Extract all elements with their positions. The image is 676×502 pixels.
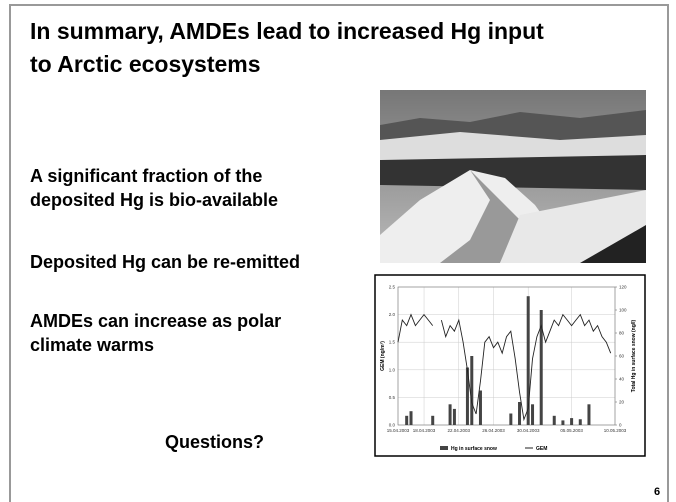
x-tick-label: 18.04.2003: [413, 428, 436, 433]
y-tick-label: 1.5: [389, 340, 396, 345]
y2-tick-label: 60: [619, 354, 625, 359]
y2-tick-label: 20: [619, 400, 625, 405]
y2-tick-label: 120: [619, 285, 627, 290]
page-number: 6: [654, 486, 660, 498]
bar: [587, 404, 590, 425]
y2-tick-label: 100: [619, 308, 627, 313]
x-tick-label: 05.05.2003: [560, 428, 583, 433]
legend-swatch: [440, 446, 448, 450]
bullet-line: climate warms: [30, 335, 154, 356]
y2-tick-label: 80: [619, 331, 625, 336]
y-tick-label: 0.0: [389, 423, 396, 428]
bullet-line: deposited Hg is bio-available: [30, 190, 278, 211]
x-tick-label: 22.04.2003: [447, 428, 470, 433]
bar: [410, 411, 413, 425]
bar: [470, 356, 473, 425]
bar: [405, 416, 408, 425]
bar: [509, 414, 512, 426]
y2-tick-label: 40: [619, 377, 625, 382]
bullet-line: Deposited Hg can be re-emitted: [30, 252, 300, 273]
x-tick-label: 30.04.2003: [517, 428, 540, 433]
x-tick-label: 15.04.2003: [387, 428, 410, 433]
y2-axis-label: Total Hg in surface snow (ng/l): [631, 319, 637, 392]
bar: [579, 419, 582, 425]
bar: [531, 404, 534, 425]
bar: [553, 416, 556, 425]
legend-label: Hg in surface snow: [451, 446, 497, 452]
bar: [561, 420, 564, 425]
bullet-line: AMDEs can increase as polar: [30, 311, 281, 332]
x-tick-label: 26.04.2003: [482, 428, 505, 433]
bar: [431, 416, 434, 425]
legend-label: GEM: [536, 446, 547, 452]
y-tick-label: 0.5: [389, 395, 396, 400]
bullet-line: A significant fraction of the: [30, 166, 262, 187]
bar: [479, 391, 482, 426]
arctic-photo: [380, 90, 646, 263]
y-tick-label: 1.0: [389, 367, 396, 372]
y-tick-label: 2.5: [389, 285, 396, 290]
y-tick-label: 2.0: [389, 312, 396, 317]
x-tick-label: 10.05.2003: [604, 428, 627, 433]
bar: [453, 409, 456, 425]
slide: 0.00.51.01.52.02.502040608010012015.04.2…: [0, 0, 676, 502]
bar: [449, 404, 452, 425]
closing: Questions?: [165, 432, 264, 453]
title-line: to Arctic ecosystems: [30, 51, 261, 78]
title-line: In summary, AMDEs lead to increased Hg i…: [30, 18, 544, 45]
bar: [518, 402, 521, 425]
y-axis-label: GEM (ng/m³): [380, 341, 386, 371]
bar: [570, 418, 573, 425]
